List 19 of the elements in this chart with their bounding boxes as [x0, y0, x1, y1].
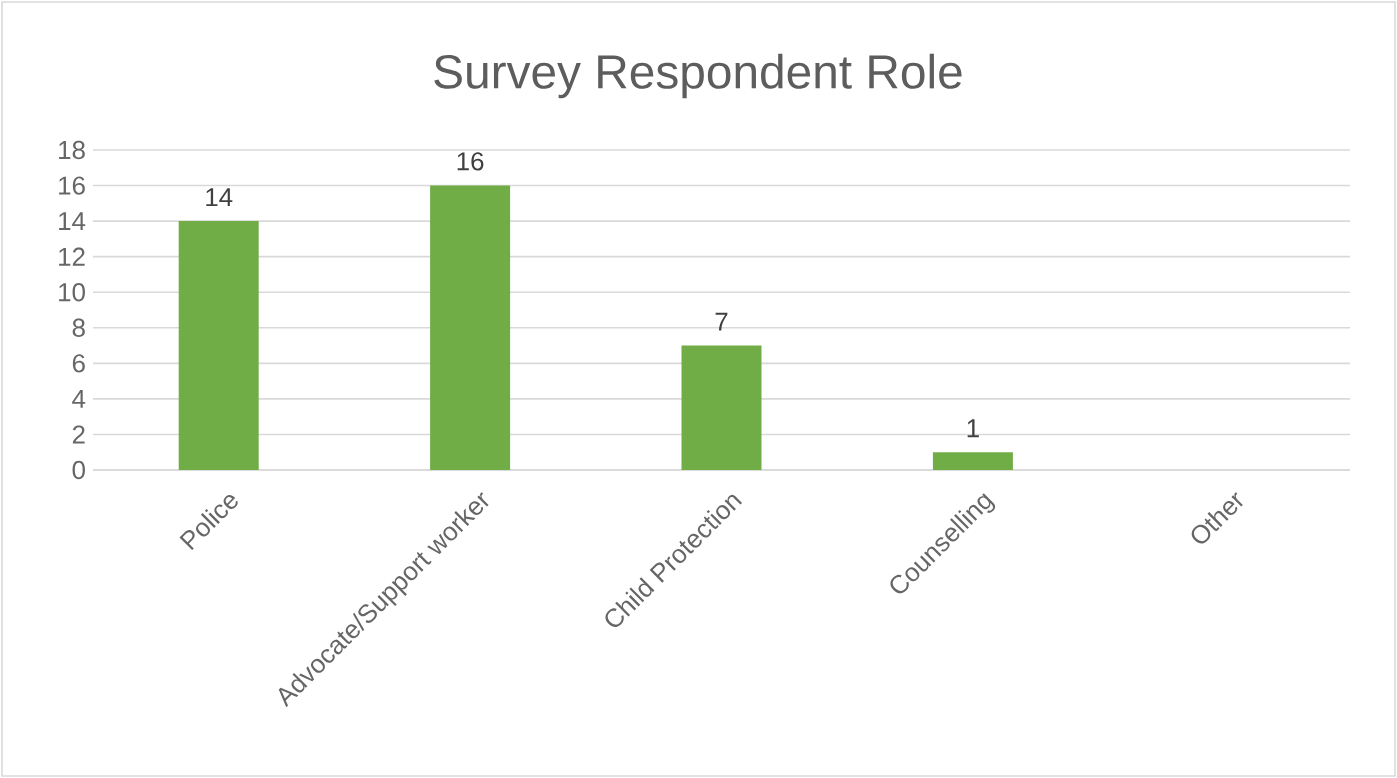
y-tick-label: 18	[59, 140, 85, 160]
bar	[932, 452, 1013, 470]
chart-title: Survey Respondent Role	[434, 53, 962, 99]
data-label: 7	[715, 312, 728, 331]
y-tick-label: 4	[72, 389, 86, 408]
y-tick-label: 8	[72, 318, 85, 337]
bar	[681, 345, 762, 470]
data-label: 14	[206, 188, 233, 207]
data-label: 16	[457, 152, 484, 171]
y-tick-label: 12	[59, 247, 85, 266]
bar	[430, 185, 511, 470]
bar	[178, 221, 259, 470]
y-tick-label: 14	[59, 212, 86, 231]
y-tick-label: 16	[59, 176, 85, 195]
y-tick-label: 6	[72, 354, 85, 373]
y-tick-label: 0	[72, 460, 85, 480]
y-tick-label: 10	[59, 283, 85, 302]
y-tick-label: 2	[72, 425, 85, 444]
data-label: 1	[967, 419, 979, 438]
